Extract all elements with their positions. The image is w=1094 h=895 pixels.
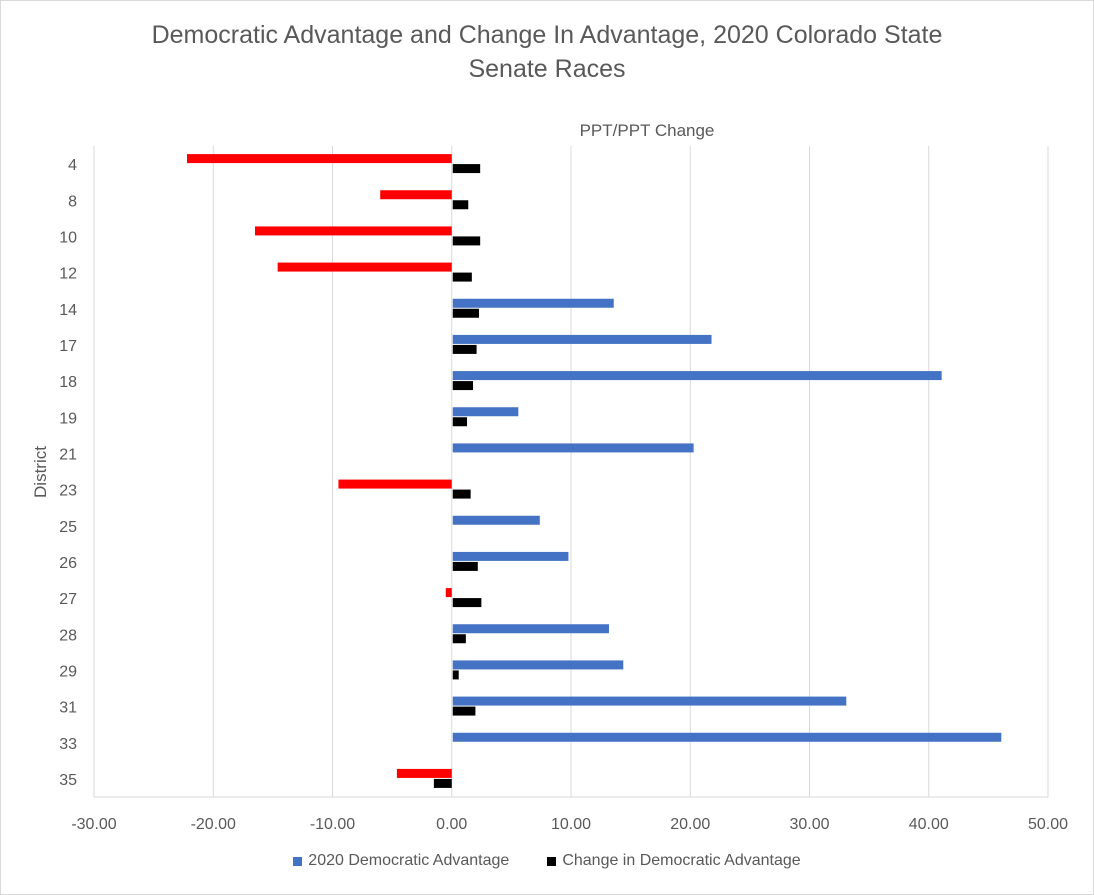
- bar-change: [452, 598, 482, 608]
- legend-item-dem-advantage: 2020 Democratic Advantage: [293, 852, 509, 870]
- bar-dem-advantage: [452, 407, 519, 417]
- y-tick-label: 10: [59, 229, 77, 246]
- bar-dem-advantage: [396, 768, 452, 778]
- x-tick-label: 20.00: [670, 816, 710, 833]
- x-tick-label: 50.00: [1028, 816, 1068, 833]
- bar-dem-advantage: [187, 154, 452, 164]
- y-tick-label: 19: [59, 410, 77, 427]
- y-tick-label: 28: [59, 627, 77, 644]
- bar-change: [452, 417, 468, 427]
- x-tick-label: -20.00: [191, 816, 236, 833]
- x-tick-label: 0.00: [436, 816, 467, 833]
- legend-swatch-blue: [293, 856, 303, 866]
- y-axis-title: District: [31, 446, 50, 498]
- x-axis-title: PPT/PPT Change: [580, 121, 715, 140]
- y-tick-label: 17: [59, 338, 77, 355]
- x-tick-label: 30.00: [789, 816, 829, 833]
- bar-change: [433, 778, 452, 788]
- bar-dem-advantage: [277, 262, 452, 272]
- bar-dem-advantage: [452, 660, 624, 670]
- bar-dem-advantage: [452, 371, 942, 381]
- y-tick-label: 4: [68, 157, 77, 174]
- y-tick-label: 12: [59, 266, 77, 283]
- legend-swatch-black: [547, 856, 557, 866]
- bar-dem-advantage: [452, 551, 569, 561]
- chart-title: Democratic Advantage and Change In Advan…: [0, 18, 1094, 86]
- legend-item-change: Change in Democratic Advantage: [547, 852, 801, 870]
- bar-change: [452, 344, 477, 354]
- bar-dem-advantage: [452, 732, 1002, 742]
- x-tick-label: 40.00: [909, 816, 949, 833]
- bar-change: [452, 670, 459, 680]
- y-tick-label: 18: [59, 374, 77, 391]
- y-tick-label: 26: [59, 555, 77, 572]
- bar-change: [452, 236, 481, 246]
- bar-dem-advantage: [254, 226, 452, 236]
- x-tick-label: -30.00: [71, 816, 116, 833]
- bar-change: [452, 634, 466, 644]
- bar-change: [452, 308, 479, 318]
- bar-change: [452, 272, 472, 282]
- bar-dem-advantage: [445, 588, 452, 598]
- bar-dem-advantage: [380, 190, 452, 200]
- bar-change: [452, 200, 469, 210]
- bar-dem-advantage: [452, 443, 694, 453]
- y-tick-label: 31: [59, 700, 77, 717]
- bar-change: [452, 561, 478, 571]
- y-tick-label: 35: [59, 772, 77, 789]
- y-tick-label: 33: [59, 736, 77, 753]
- legend: 2020 Democratic Advantage Change in Demo…: [0, 852, 1094, 870]
- bar-dem-advantage: [452, 696, 847, 706]
- x-tick-label: 10.00: [551, 816, 591, 833]
- y-tick-label: 27: [59, 591, 77, 608]
- bar-dem-advantage: [452, 515, 540, 525]
- legend-label-dem-advantage: 2020 Democratic Advantage: [308, 852, 510, 869]
- bar-change: [452, 489, 471, 499]
- bar-change: [452, 164, 481, 174]
- bar-dem-advantage: [338, 479, 452, 489]
- bar-change: [452, 381, 474, 391]
- bar-dem-advantage: [452, 624, 609, 634]
- bar-dem-advantage: [452, 298, 614, 308]
- y-tick-label: 8: [68, 193, 77, 210]
- y-tick-label: 29: [59, 663, 77, 680]
- y-tick-label: 23: [59, 483, 77, 500]
- y-tick-label: 25: [59, 519, 77, 536]
- chart-title-line-1: Democratic Advantage and Change In Advan…: [151, 21, 943, 49]
- chart-title-line-2: Senate Races: [468, 55, 626, 83]
- legend-label-change: Change in Democratic Advantage: [562, 852, 801, 869]
- bar-change: [452, 706, 476, 716]
- bar-dem-advantage: [452, 334, 712, 344]
- y-tick-label: 21: [59, 446, 77, 463]
- x-tick-label: -10.00: [310, 816, 355, 833]
- y-tick-label: 14: [59, 302, 77, 319]
